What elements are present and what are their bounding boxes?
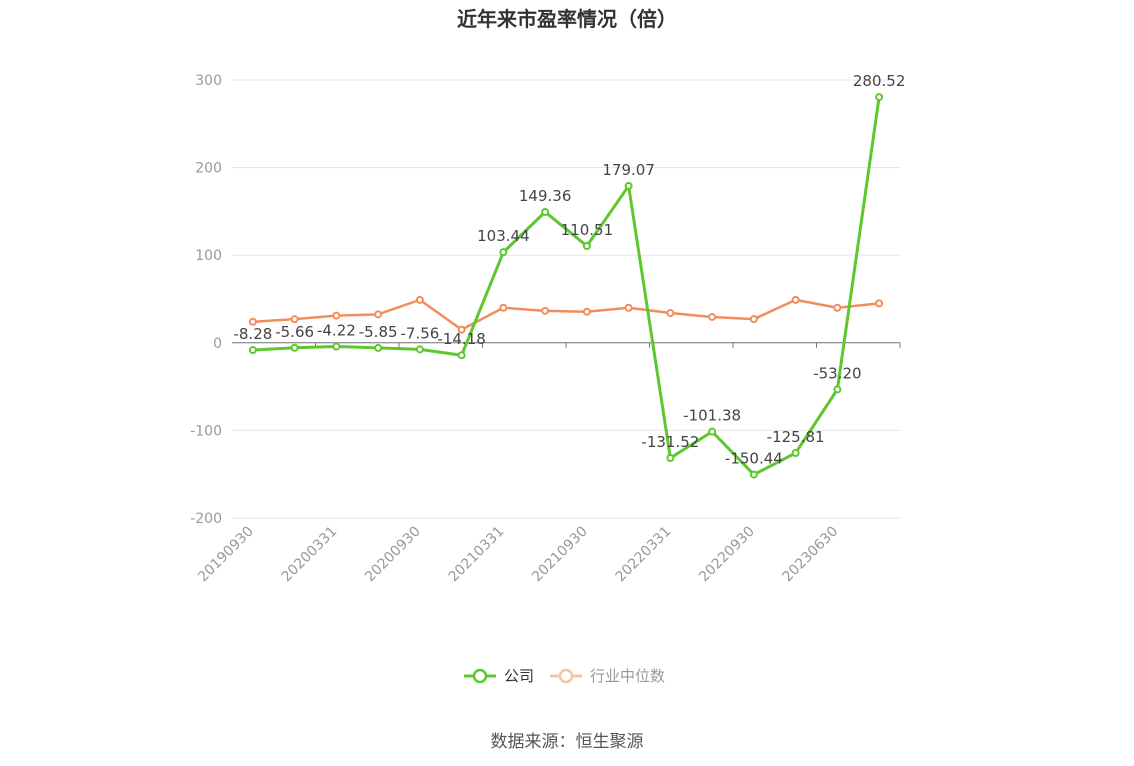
company-point <box>415 345 424 354</box>
y-tick-label: 0 <box>213 336 222 352</box>
legend-industry-label: 行业中位数 <box>590 667 665 685</box>
industry-median-point <box>415 295 424 304</box>
y-tick-label: 100 <box>195 248 222 264</box>
company-point <box>875 93 884 102</box>
x-tick-label: 20210331 <box>446 524 508 586</box>
company-data-label: -5.85 <box>359 323 398 341</box>
y-tick-label: -200 <box>190 511 222 527</box>
industry-median-point <box>499 303 508 312</box>
data-labels: -8.28 -5.66 -4.22 -5.85 -7.56-14.18 103.44 149… <box>233 72 905 468</box>
company-point <box>833 385 842 394</box>
industry-median-point <box>457 325 466 334</box>
industry-median-point <box>833 303 842 312</box>
company-data-label: -4.22 <box>317 321 356 339</box>
company-point <box>541 207 550 216</box>
industry-median-point <box>582 307 591 316</box>
company-line <box>252 96 881 477</box>
legend-item-company[interactable]: 公司 <box>464 667 534 685</box>
company-point <box>708 427 717 436</box>
legend-item-industry-median[interactable]: 行业中位数 <box>550 667 665 685</box>
chart-title: 近年来市盈率情况（倍） <box>457 7 677 31</box>
company-data-label: -8.28 <box>233 325 272 343</box>
y-axis: -200 -100 0 100 200 300 <box>190 73 222 527</box>
source-note: 数据来源：恒生聚源 <box>491 732 644 752</box>
company-point <box>374 343 383 352</box>
company-data-label: 149.36 <box>519 187 572 205</box>
company-data-label: -14.18 <box>437 330 485 348</box>
company-data-label: 110.51 <box>561 221 614 239</box>
company-point <box>791 449 800 458</box>
industry-median-line <box>252 298 880 331</box>
company-data-label: 179.07 <box>602 161 655 179</box>
company-point <box>457 351 466 360</box>
company-data-label: -101.38 <box>683 407 741 425</box>
company-data-label: -131.52 <box>641 433 699 451</box>
company-point <box>290 343 299 352</box>
industry-median-point <box>541 306 550 315</box>
series-layer <box>248 93 884 479</box>
company-point <box>624 181 633 190</box>
company-point <box>499 248 508 257</box>
company-point <box>248 346 257 355</box>
industry-median-point <box>791 295 800 304</box>
industry-median-point <box>374 310 383 319</box>
industry-median-point <box>248 317 257 326</box>
x-tick-label: 20200331 <box>279 524 341 586</box>
x-axis: 20190930 20200331 20200930 20210331 20210930… <box>195 342 901 586</box>
y-tick-label: 300 <box>195 73 222 89</box>
industry-median-point <box>290 315 299 324</box>
company-data-label: -7.56 <box>400 324 439 342</box>
company-point <box>666 454 675 463</box>
legend: 公司 行业中位数 <box>464 667 665 685</box>
company-point <box>749 470 758 479</box>
industry-median-point <box>666 309 675 318</box>
legend-company-marker <box>472 668 488 684</box>
industry-median-point <box>624 303 633 312</box>
industry-median-point <box>749 315 758 324</box>
x-tick-label: 20220331 <box>613 524 675 586</box>
industry-median-point <box>708 312 717 321</box>
x-tick-label: 20220930 <box>696 524 758 586</box>
y-tick-label: 200 <box>195 161 222 177</box>
company-data-label: -5.66 <box>275 323 314 341</box>
company-point <box>332 342 341 351</box>
industry-median-point <box>332 311 341 320</box>
x-tick-label: 20210930 <box>529 524 591 586</box>
company-data-label: -53.20 <box>813 364 861 382</box>
legend-industry-marker <box>558 668 574 684</box>
company-data-label: 280.52 <box>853 72 906 90</box>
company-point <box>582 241 591 250</box>
x-tick-label: 20230630 <box>780 524 842 586</box>
x-tick-label: 20200930 <box>362 524 424 586</box>
company-data-label: -125.81 <box>767 428 825 446</box>
grid-lines <box>232 79 900 519</box>
industry-median-point <box>875 299 884 308</box>
legend-company-label: 公司 <box>504 667 534 685</box>
y-tick-label: -100 <box>190 423 222 439</box>
x-tick-label: 20190930 <box>195 524 257 586</box>
company-data-label: 103.44 <box>477 227 530 245</box>
company-data-label: -150.44 <box>725 450 783 468</box>
